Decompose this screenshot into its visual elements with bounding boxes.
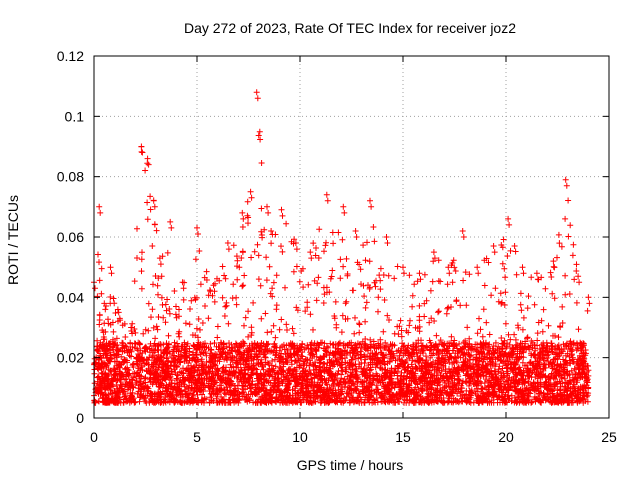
y-tick-label: 0.1: [65, 108, 85, 124]
y-tick-label: 0.02: [57, 350, 84, 366]
roti-points: [91, 89, 593, 406]
y-tick-label: 0.04: [57, 289, 84, 305]
grid-lines: [94, 56, 609, 418]
x-tick-label: 0: [90, 429, 98, 445]
y-axis-ticks: 0 0.02 0.04 0.06 0.08 0.1 0.12: [57, 48, 609, 426]
x-tick-label: 15: [395, 429, 411, 445]
x-axis-ticks: 0 5 10 15 20 25: [90, 56, 617, 445]
x-tick-label: 25: [601, 429, 617, 445]
y-axis-label: ROTI / TECUs: [5, 195, 21, 285]
x-tick-label: 5: [193, 429, 201, 445]
x-axis-label: GPS time / hours: [297, 457, 404, 473]
y-tick-label: 0.06: [57, 229, 84, 245]
data-points: [91, 89, 593, 406]
x-tick-label: 20: [498, 429, 514, 445]
chart-title: Day 272 of 2023, Rate Of TEC Index for r…: [184, 20, 516, 36]
y-tick-label: 0.08: [57, 169, 84, 185]
y-tick-label: 0: [76, 410, 84, 426]
x-tick-label: 10: [292, 429, 308, 445]
y-tick-label: 0.12: [57, 48, 84, 64]
